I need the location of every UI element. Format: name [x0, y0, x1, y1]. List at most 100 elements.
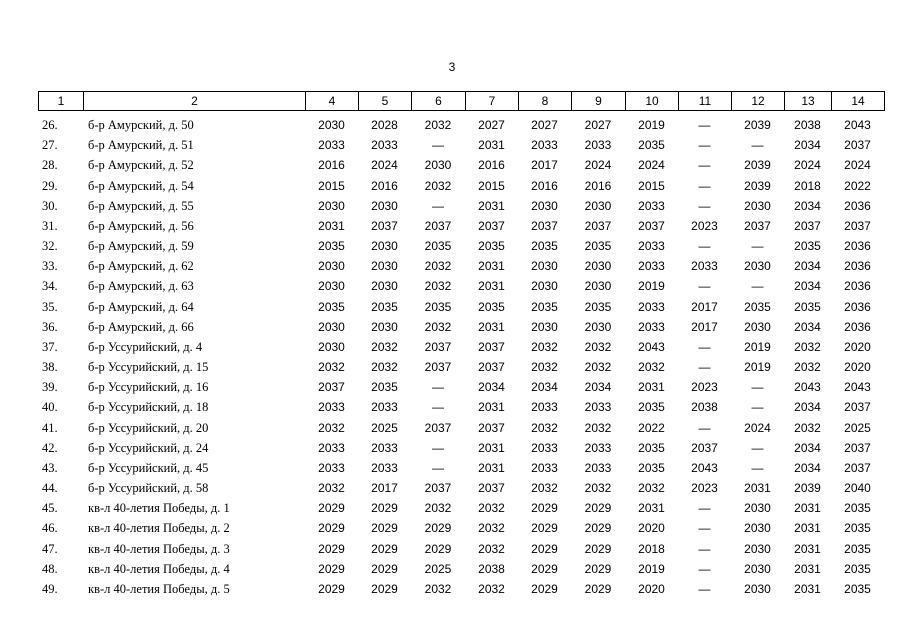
- value-cell: 2015: [318, 178, 345, 193]
- value-cell: 2030: [531, 259, 558, 274]
- value-cell: 2032: [794, 420, 821, 435]
- value-cell: 2043: [794, 380, 821, 395]
- value-cell: —: [698, 420, 711, 435]
- value-cell: 2030: [318, 198, 345, 213]
- value-cell: 2023: [691, 380, 718, 395]
- header-cell: 1: [38, 91, 84, 111]
- value-cell: 2030: [744, 561, 771, 576]
- value-cell: 2033: [638, 239, 665, 254]
- value-cell: 2034: [794, 138, 821, 153]
- address: б-р Амурский, д. 66: [88, 319, 194, 334]
- value-cell: 2037: [478, 420, 505, 435]
- header-cell: 4: [305, 91, 359, 111]
- value-cell: 2037: [318, 380, 345, 395]
- header-cell: 13: [784, 91, 832, 111]
- value-cell: —: [751, 400, 764, 415]
- value-cell: 2017: [531, 158, 558, 173]
- value-cell: 2037: [844, 440, 871, 455]
- value-cell: 2019: [744, 360, 771, 375]
- value-cell: 2033: [318, 460, 345, 475]
- value-cell: 2033: [531, 400, 558, 415]
- value-cell: 2035: [371, 299, 398, 314]
- value-cell: 2030: [744, 259, 771, 274]
- value-cell: 2030: [318, 259, 345, 274]
- value-cell: 2043: [844, 118, 871, 132]
- address: б-р Уссурийский, д. 18: [88, 400, 209, 415]
- value-cell: 2035: [424, 239, 452, 254]
- value-cell: 2032: [424, 178, 452, 193]
- value-cell: 2031: [638, 380, 665, 395]
- value-cell: 2030: [744, 198, 771, 213]
- value-cell: 2032: [478, 581, 505, 596]
- value-cell: 2033: [584, 460, 612, 475]
- value-cell: 2043: [638, 339, 665, 354]
- value-cell: 2031: [478, 138, 505, 153]
- row-number: 29.: [42, 178, 58, 193]
- value-cell: 2030: [744, 541, 771, 556]
- value-cell: 2016: [531, 178, 558, 193]
- address: кв-л 40-летия Победы, д. 3: [88, 541, 230, 556]
- value-cell: 2032: [478, 501, 505, 516]
- address: кв-л 40-летия Победы, д. 2: [88, 521, 230, 536]
- value-cell: 2029: [371, 541, 398, 556]
- value-cell: 2024: [794, 158, 821, 173]
- value-cell: —: [751, 138, 764, 153]
- value-cell: 2040: [844, 481, 871, 496]
- value-cell: 2028: [371, 118, 398, 132]
- value-cell: 2031: [478, 279, 505, 294]
- value-cell: 2032: [584, 420, 612, 435]
- row-number: 45.: [42, 501, 58, 516]
- value-cell: 2032: [318, 420, 345, 435]
- value-cell: 2029: [531, 541, 558, 556]
- value-cell: 2037: [794, 218, 821, 233]
- value-cell: 2033: [584, 400, 612, 415]
- value-cell: 2032: [318, 360, 345, 375]
- value-cell: 2032: [478, 521, 505, 536]
- value-cell: 2020: [844, 360, 871, 375]
- value-cell: 2037: [531, 218, 558, 233]
- value-cell: 2030: [584, 198, 612, 213]
- value-cell: 2036: [844, 259, 871, 274]
- value-cell: 2030: [424, 158, 452, 173]
- row-number: 40.: [42, 400, 58, 415]
- value-cell: 2037: [478, 339, 505, 354]
- value-cell: 2037: [424, 339, 452, 354]
- value-cell: —: [751, 239, 764, 254]
- value-cell: 2029: [371, 581, 398, 596]
- value-cell: 2039: [794, 481, 821, 496]
- row-number: 41.: [42, 420, 58, 435]
- value-cell: 2031: [794, 541, 821, 556]
- value-cell: 2029: [531, 501, 558, 516]
- value-cell: 2032: [638, 481, 665, 496]
- value-cell: 2023: [691, 481, 718, 496]
- value-cell: 2031: [744, 481, 771, 496]
- value-cell: 2037: [844, 400, 871, 415]
- value-cell: 2019: [744, 339, 771, 354]
- address: б-р Амурский, д. 51: [88, 138, 194, 153]
- value-cell: 2029: [531, 561, 558, 576]
- address: б-р Амурский, д. 62: [88, 259, 194, 274]
- value-cell: 2029: [318, 541, 345, 556]
- value-cell: 2018: [638, 541, 665, 556]
- value-cell: 2030: [371, 239, 398, 254]
- value-cell: 2035: [638, 400, 665, 415]
- value-cell: 2022: [844, 178, 871, 193]
- value-cell: 2035: [794, 239, 821, 254]
- value-cell: 2035: [744, 299, 771, 314]
- address: б-р Уссурийский, д. 20: [88, 420, 209, 435]
- value-cell: —: [432, 380, 444, 395]
- value-cell: 2036: [844, 279, 871, 294]
- value-cell: 2030: [318, 118, 345, 132]
- value-cell: 2034: [794, 259, 821, 274]
- value-cell: 2024: [744, 420, 771, 435]
- value-cell: 2032: [424, 259, 452, 274]
- value-cell: 2025: [371, 420, 398, 435]
- value-cell: 2033: [318, 440, 345, 455]
- value-cell: —: [751, 279, 764, 294]
- value-cell: —: [698, 581, 711, 596]
- value-cell: 2035: [638, 460, 665, 475]
- value-cell: —: [698, 198, 711, 213]
- value-cell: 2029: [584, 581, 612, 596]
- value-cell: 2037: [844, 218, 871, 233]
- value-cell: 2033: [638, 198, 665, 213]
